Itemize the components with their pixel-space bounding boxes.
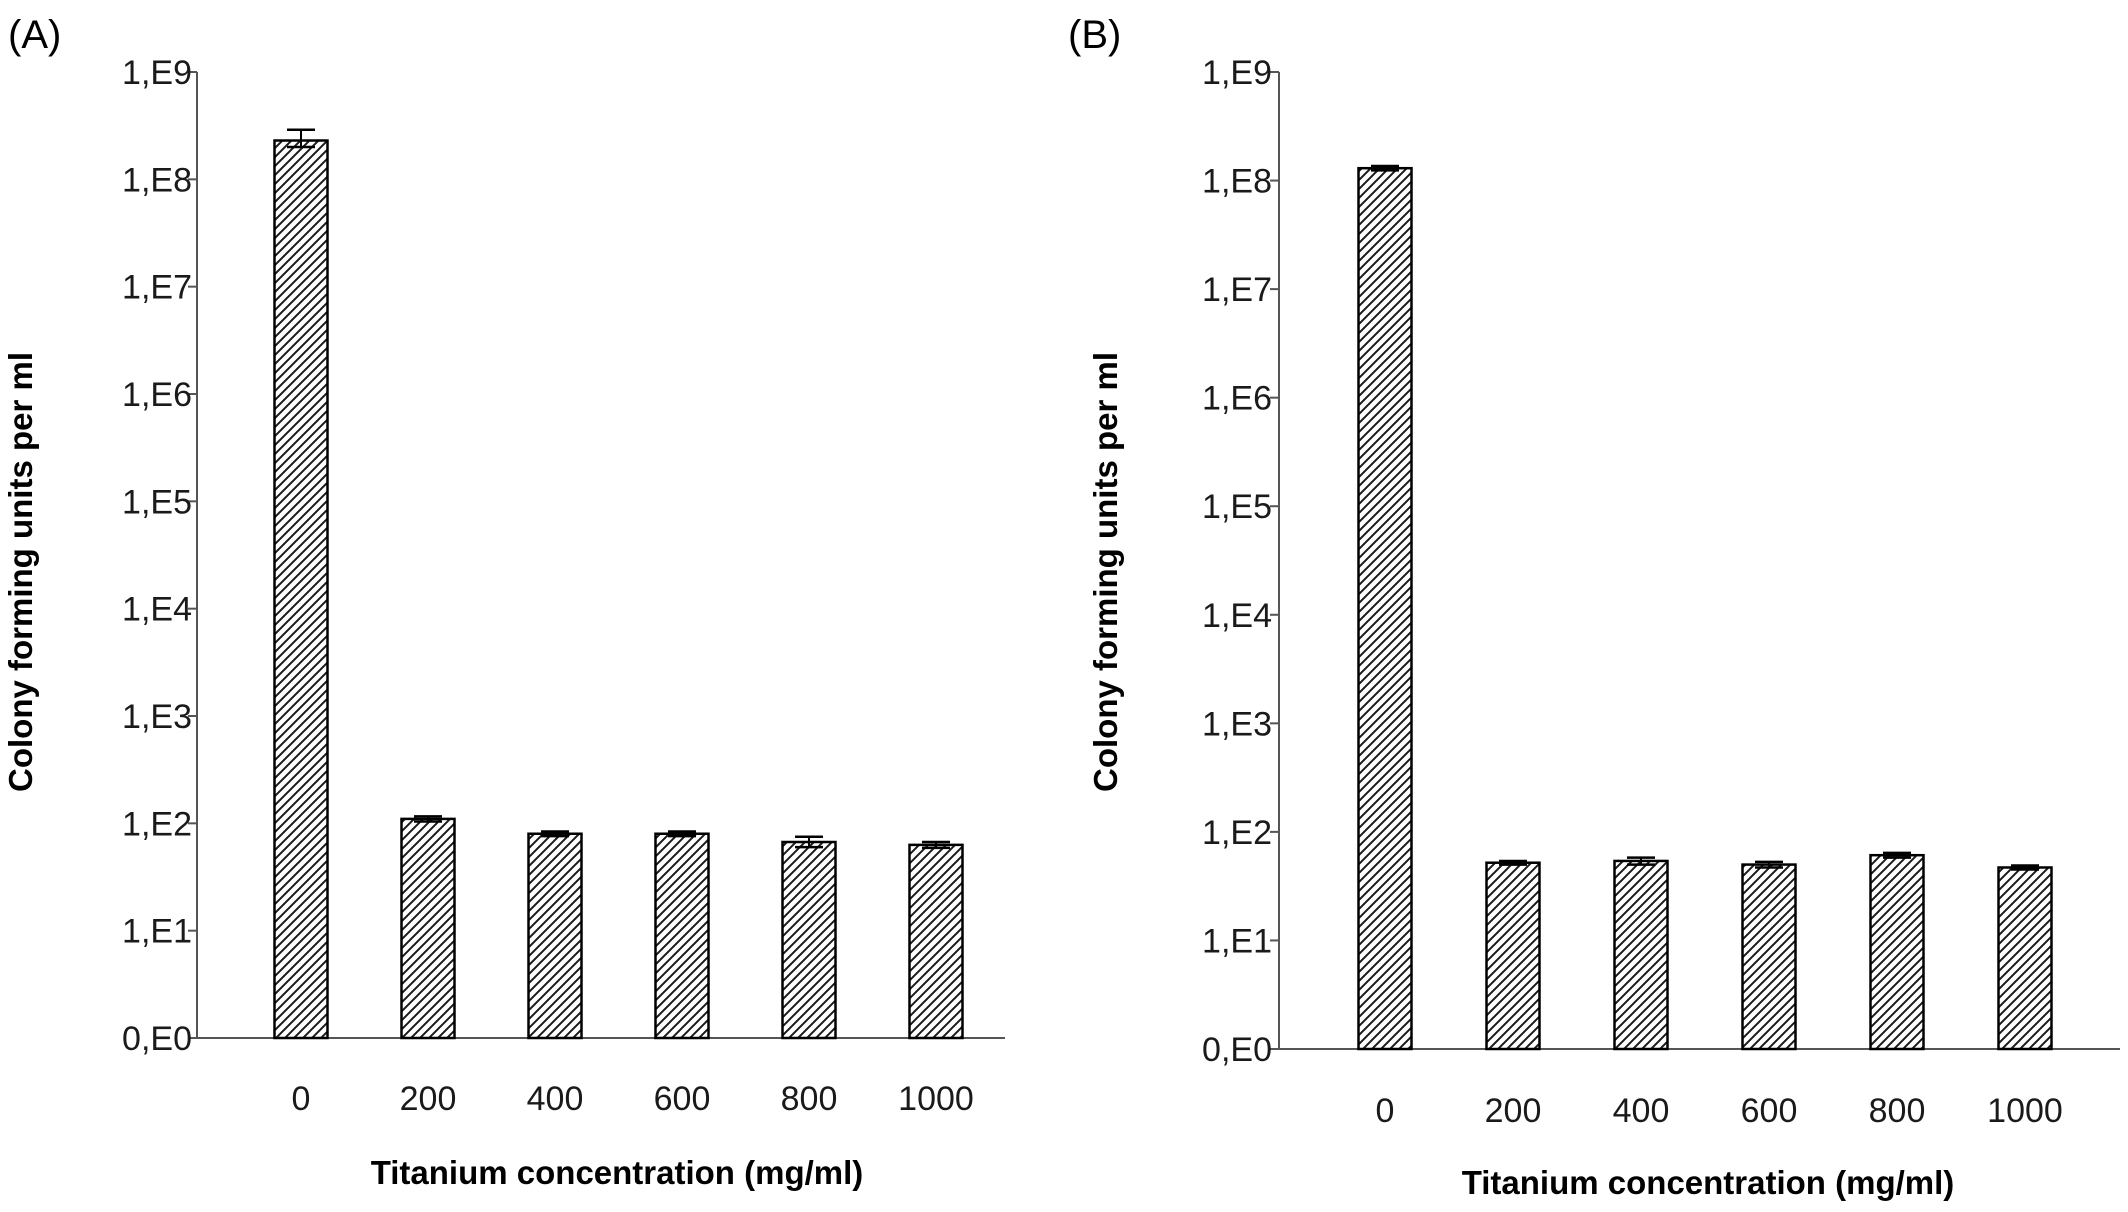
- panel-a-y-tick-label: 1,E9: [122, 54, 192, 92]
- panel-a-bar: [527, 832, 583, 1040]
- panel-b-x-tick-label: 1000: [1987, 1092, 2063, 1130]
- panel-a-x-axis-title: Titanium concentration (mg/ml): [371, 1154, 864, 1191]
- panel-a-y-tick-label: 1,E1: [122, 913, 192, 951]
- panel-a: (A) Colony forming units per ml Titanium…: [2, 13, 1005, 1191]
- panel-b-bar: [1357, 166, 1413, 1051]
- panel-a-y-tick-label: 1,E6: [122, 376, 192, 414]
- panel-a-bar: [273, 139, 329, 1040]
- panel-a-y-tick-label: 1,E5: [122, 483, 192, 521]
- panel-b: (B) Colony forming units per ml Titanium…: [1068, 13, 2120, 1201]
- panel-b-y-axis-title: Colony forming units per ml: [1087, 352, 1124, 792]
- panel-a-bar: [654, 832, 710, 1040]
- panel-b-bar: [1613, 859, 1669, 1051]
- panel-b-label: (B): [1068, 13, 1121, 57]
- panel-b-x-tick-label: 200: [1485, 1092, 1542, 1130]
- panel-b-x-tick-label: 800: [1869, 1092, 1926, 1130]
- panel-a-bar: [908, 843, 964, 1040]
- panel-a-x-tick-label: 800: [781, 1080, 838, 1118]
- panel-b-y-tick-label: 1,E6: [1202, 380, 1272, 418]
- panel-b-x-tick-label: 600: [1741, 1092, 1798, 1130]
- panel-a-label: (A): [8, 13, 61, 57]
- panel-b-y-tick-label: 1,E5: [1202, 488, 1272, 526]
- panel-b-y-tick-label: 0,E0: [1202, 1031, 1272, 1069]
- panel-b-y-tick-label: 1,E4: [1202, 597, 1272, 635]
- panel-a-x-tick-label: 0: [292, 1080, 311, 1118]
- panel-b-bar: [1869, 853, 1925, 1051]
- panel-b-y-tick-label: 1,E3: [1202, 705, 1272, 743]
- panel-a-plot: 0,E0 1,E1 1,E2 1,E3 1,E4 1,E5 1,E6 1,E7 1,E8 1,E9…: [122, 54, 1005, 1118]
- panel-a-y-tick-label: 1,E8: [122, 161, 192, 199]
- panel-a-y-axis-title: Colony forming units per ml: [2, 352, 39, 792]
- panel-a-x-tick-label: 400: [527, 1080, 584, 1118]
- panel-a-y-tick-label: 1,E3: [122, 698, 192, 736]
- panel-a-bar: [781, 840, 837, 1040]
- panel-a-y-tick-label: 1,E7: [122, 269, 192, 307]
- panel-b-y-tick-label: 1,E9: [1202, 54, 1272, 92]
- panel-a-x-tick-label: 200: [400, 1080, 457, 1118]
- panel-b-x-tick-label: 0: [1376, 1092, 1395, 1130]
- panel-b-plot: 0,E0 1,E1 1,E2 1,E3 1,E4 1,E5 1,E6 1,E7 1,E8 1,E9…: [1202, 54, 2120, 1130]
- panel-b-x-axis-title: Titanium concentration (mg/ml): [1462, 1164, 1955, 1201]
- panel-b-y-tick-label: 1,E8: [1202, 163, 1272, 201]
- panel-a-bar: [400, 817, 456, 1040]
- panel-b-x-tick-label: 400: [1613, 1092, 1670, 1130]
- panel-b-y-tick-label: 1,E7: [1202, 271, 1272, 309]
- panel-b-bar: [1485, 861, 1541, 1051]
- panel-b-y-tick-label: 1,E2: [1202, 814, 1272, 852]
- panel-b-bar: [1997, 866, 2053, 1051]
- panel-a-y-tick-label: 1,E2: [122, 805, 192, 843]
- panel-b-bar: [1741, 863, 1797, 1051]
- panel-a-y-tick-label: 0,E0: [122, 1020, 192, 1058]
- panel-b-y-tick-label: 1,E1: [1202, 922, 1272, 960]
- panel-a-y-tick-label: 1,E4: [122, 591, 192, 629]
- panel-a-x-tick-label: 600: [654, 1080, 711, 1118]
- panel-a-x-tick-label: 1000: [898, 1080, 974, 1118]
